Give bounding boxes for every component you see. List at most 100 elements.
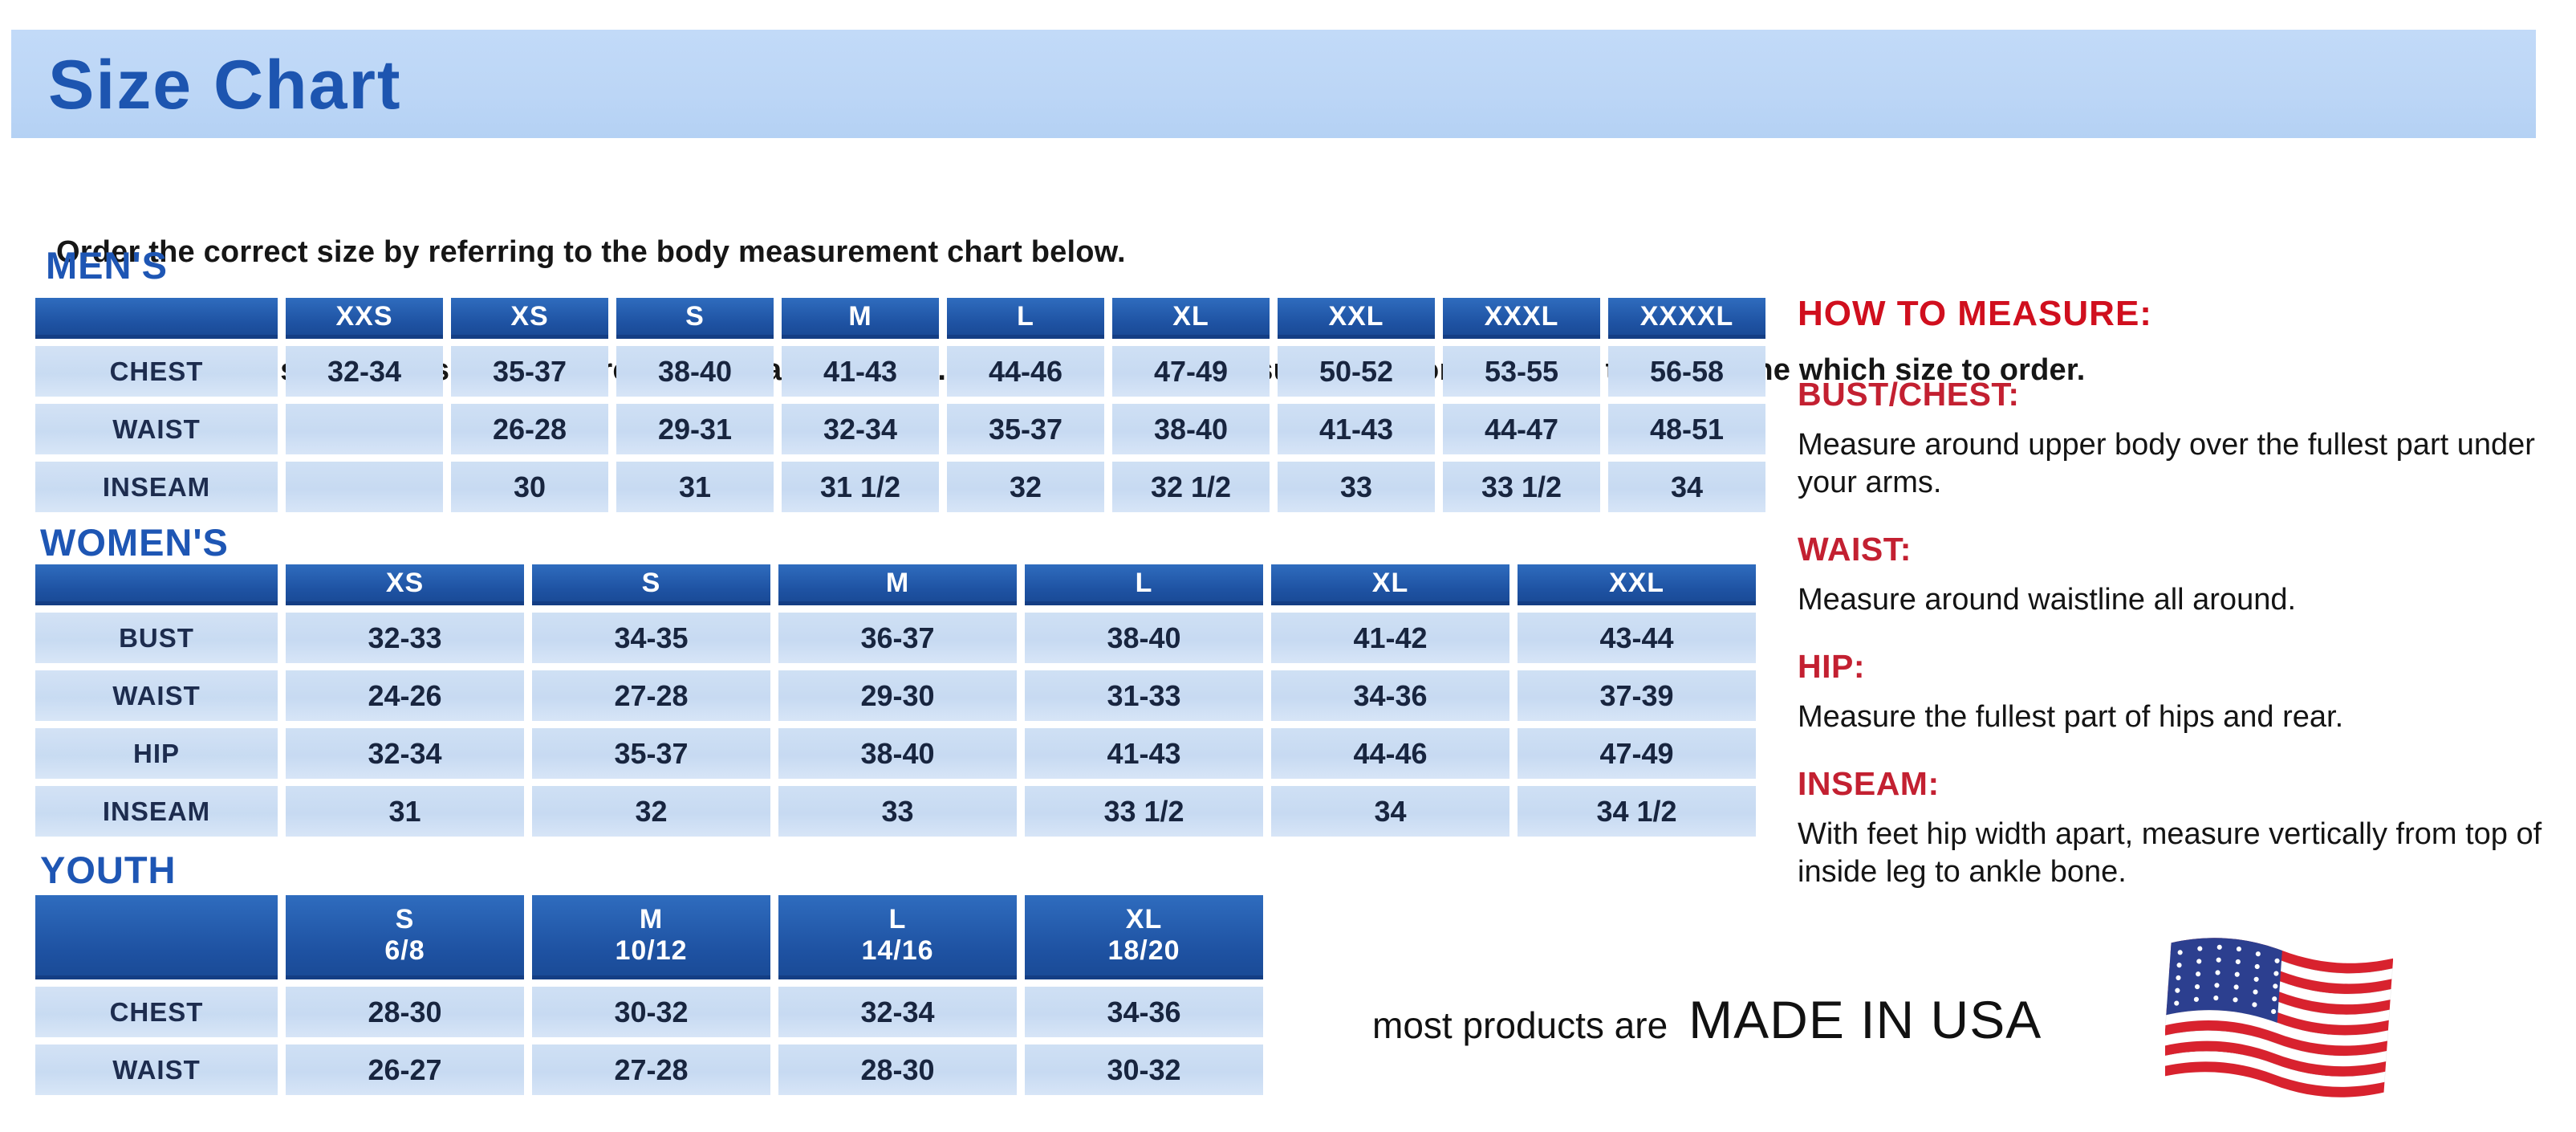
table-cell: 41-42: [1271, 613, 1509, 663]
table-cell: 50-52: [1278, 346, 1435, 397]
table-cell: 26-28: [451, 404, 608, 454]
mens-col-header: S: [616, 298, 774, 339]
table-cell: 33: [778, 786, 1017, 837]
table-cell: 53-55: [1443, 346, 1600, 397]
mens-col-header: XXXXL: [1608, 298, 1765, 339]
table-cell: 24-26: [286, 670, 524, 721]
womens-row-label: INSEAM: [35, 786, 278, 837]
youth-row-label: WAIST: [35, 1044, 278, 1095]
table-cell: 32-34: [778, 987, 1017, 1037]
womens-row-label: BUST: [35, 613, 278, 663]
table-cell: 56-58: [1608, 346, 1765, 397]
table-cell: 44-46: [947, 346, 1104, 397]
youth-col-header: S 6/8: [286, 895, 524, 979]
measure-item-text: Measure around waistline all around.: [1798, 583, 2297, 617]
table-cell: 48-51: [1608, 404, 1765, 454]
mens-row-label: INSEAM: [35, 462, 278, 512]
table-cell: 33 1/2: [1025, 786, 1263, 837]
womens-row-label: WAIST: [35, 670, 278, 721]
table-cell: 30-32: [1025, 1044, 1263, 1095]
table-cell: 32: [532, 786, 770, 837]
mens-col-header: M: [782, 298, 939, 339]
youth-size-range: 10/12: [615, 935, 688, 966]
womens-corner-cell: [35, 564, 278, 605]
table-cell: 28-30: [778, 1044, 1017, 1095]
table-cell: 30-32: [532, 987, 770, 1037]
table-cell: 37-39: [1518, 670, 1756, 721]
youth-corner-cell: [35, 895, 278, 979]
table-cell: 32-34: [782, 404, 939, 454]
table-cell: 41-43: [782, 346, 939, 397]
youth-size-table: S 6/8 M 10/12 L 14/16 XL 18/20 CHEST 28-…: [35, 895, 1263, 1095]
womens-size-table: XS S M L XL XXL BUST 32-33 34-35 36-37 3…: [35, 564, 1756, 837]
measure-item-label: INSEAM:: [1798, 765, 1940, 802]
youth-row-label: CHEST: [35, 987, 278, 1037]
measure-item-text: Measure around upper body over the fulle…: [1798, 428, 2535, 499]
page-title: Size Chart: [48, 47, 402, 124]
table-cell: 35-37: [947, 404, 1104, 454]
table-cell: 34 1/2: [1518, 786, 1756, 837]
table-cell: [286, 404, 443, 454]
youth-size-label: L: [888, 903, 907, 935]
table-cell: 38-40: [1112, 404, 1270, 454]
table-cell: 34-36: [1025, 987, 1263, 1037]
table-cell: 34-36: [1271, 670, 1509, 721]
measure-item-label: BUST/CHEST:: [1798, 376, 2020, 413]
made-in-usa-line: most products are MADE IN USA: [1372, 989, 2042, 1050]
table-cell: 26-27: [286, 1044, 524, 1095]
usa-flag-icon: [2161, 936, 2394, 1100]
youth-col-header: XL 18/20: [1025, 895, 1263, 979]
womens-col-header: M: [778, 564, 1017, 605]
mens-col-header: XL: [1112, 298, 1270, 339]
measure-item-text: Measure the fullest part of hips and rea…: [1798, 700, 2344, 734]
table-cell: 47-49: [1518, 728, 1756, 779]
mens-size-table: XXS XS S M L XL XXL XXXL XXXXL CHEST 32-…: [35, 298, 1765, 512]
womens-col-header: XXL: [1518, 564, 1756, 605]
measure-item-label: HIP:: [1798, 648, 1865, 685]
table-cell: 30: [451, 462, 608, 512]
table-cell: 35-37: [532, 728, 770, 779]
table-cell: 32-34: [286, 728, 524, 779]
table-cell: 32-33: [286, 613, 524, 663]
mens-col-header: L: [947, 298, 1104, 339]
womens-row-label: HIP: [35, 728, 278, 779]
table-cell: 38-40: [1025, 613, 1263, 663]
table-cell: 38-40: [616, 346, 774, 397]
womens-section-heading: WOMEN'S: [40, 521, 229, 564]
youth-size-range: 14/16: [861, 935, 934, 966]
table-cell: 43-44: [1518, 613, 1756, 663]
table-cell: 33: [1278, 462, 1435, 512]
youth-size-label: S: [395, 903, 415, 935]
title-banner: Size Chart: [11, 30, 2536, 138]
womens-col-header: XL: [1271, 564, 1509, 605]
table-cell: 29-31: [616, 404, 774, 454]
how-to-measure-heading: HOW TO MEASURE:: [1798, 294, 2152, 333]
mens-col-header: XXXL: [1443, 298, 1600, 339]
table-cell: 47-49: [1112, 346, 1270, 397]
table-cell: 44-47: [1443, 404, 1600, 454]
table-cell: 33 1/2: [1443, 462, 1600, 512]
how-to-measure-section: HOW TO MEASURE: BUST/CHEST: Measure arou…: [1798, 294, 2568, 920]
youth-section-heading: YOUTH: [40, 849, 177, 891]
made-in-usa-prefix: most products are: [1372, 1004, 1668, 1046]
table-cell: 34: [1271, 786, 1509, 837]
table-cell: 32-34: [286, 346, 443, 397]
mens-col-header: XS: [451, 298, 608, 339]
measure-item-label: WAIST:: [1798, 531, 1912, 568]
youth-size-range: 18/20: [1107, 935, 1180, 966]
intro-line-1: Order the correct size by referring to t…: [56, 235, 1126, 269]
mens-col-header: XXS: [286, 298, 443, 339]
table-cell: 31: [616, 462, 774, 512]
table-cell: 35-37: [451, 346, 608, 397]
mens-corner-cell: [35, 298, 278, 339]
mens-section-heading: MEN'S: [46, 244, 168, 287]
womens-col-header: S: [532, 564, 770, 605]
table-cell: 27-28: [532, 670, 770, 721]
table-cell: 32: [947, 462, 1104, 512]
table-cell: 32 1/2: [1112, 462, 1270, 512]
table-cell: 27-28: [532, 1044, 770, 1095]
table-cell: 29-30: [778, 670, 1017, 721]
made-in-usa-text: MADE IN USA: [1688, 990, 2042, 1049]
mens-col-header: XXL: [1278, 298, 1435, 339]
